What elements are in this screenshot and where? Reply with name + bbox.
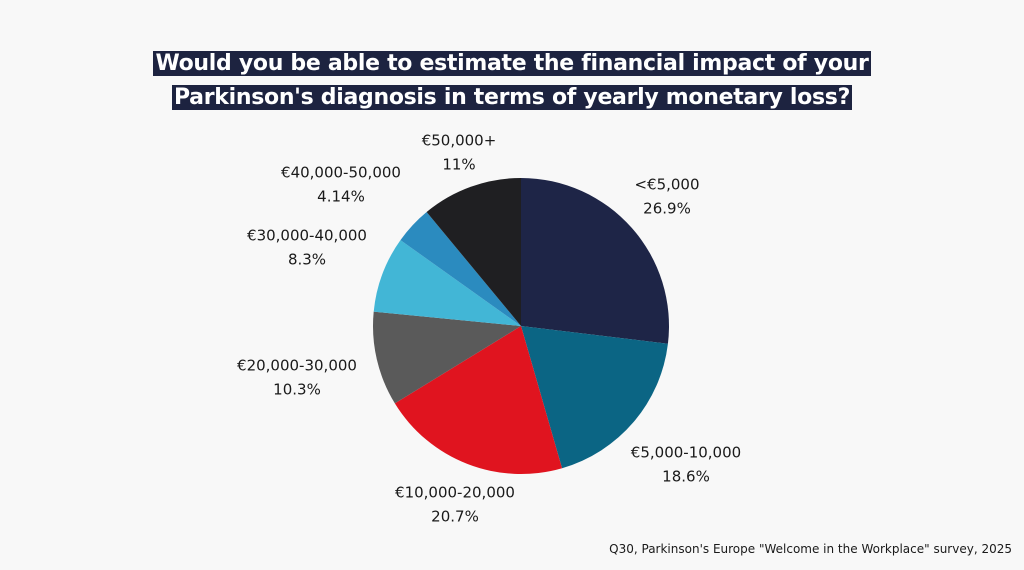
- pie-slice: [521, 326, 668, 469]
- title-text: Would you be able to estimate the financ…: [153, 51, 871, 76]
- slice-value: 11%: [442, 156, 475, 174]
- pie-slice: [400, 212, 521, 326]
- title-line: Parkinson's diagnosis in terms of yearly…: [0, 83, 1024, 113]
- slice-label: €30,000-40,000: [247, 227, 367, 245]
- slice-label: €40,000-50,000: [281, 164, 401, 182]
- slice-value: 8.3%: [288, 251, 326, 269]
- title-text: Parkinson's diagnosis in terms of yearly…: [171, 85, 853, 110]
- slice-label: <€5,000: [634, 176, 699, 194]
- pie-slice: [394, 326, 563, 474]
- pie-slice: [426, 178, 521, 326]
- slice-value: 10.3%: [273, 381, 321, 399]
- slice-value: 4.14%: [317, 188, 365, 206]
- pie-slice: [373, 240, 521, 326]
- slice-label: €20,000-30,000: [237, 357, 357, 375]
- pie-slice: [372, 311, 521, 404]
- slice-value: 20.7%: [431, 508, 479, 526]
- slice-label: €5,000-10,000: [631, 444, 741, 462]
- slice-label: €50,000+: [422, 132, 497, 150]
- source-note: Q30, Parkinson's Europe "Welcome in the …: [609, 542, 1012, 556]
- slice-label: €10,000-20,000: [395, 484, 515, 502]
- pie-slice: [521, 178, 669, 344]
- slice-value: 18.6%: [662, 468, 710, 486]
- slice-value: 26.9%: [643, 200, 691, 218]
- title-line: Would you be able to estimate the financ…: [0, 49, 1024, 79]
